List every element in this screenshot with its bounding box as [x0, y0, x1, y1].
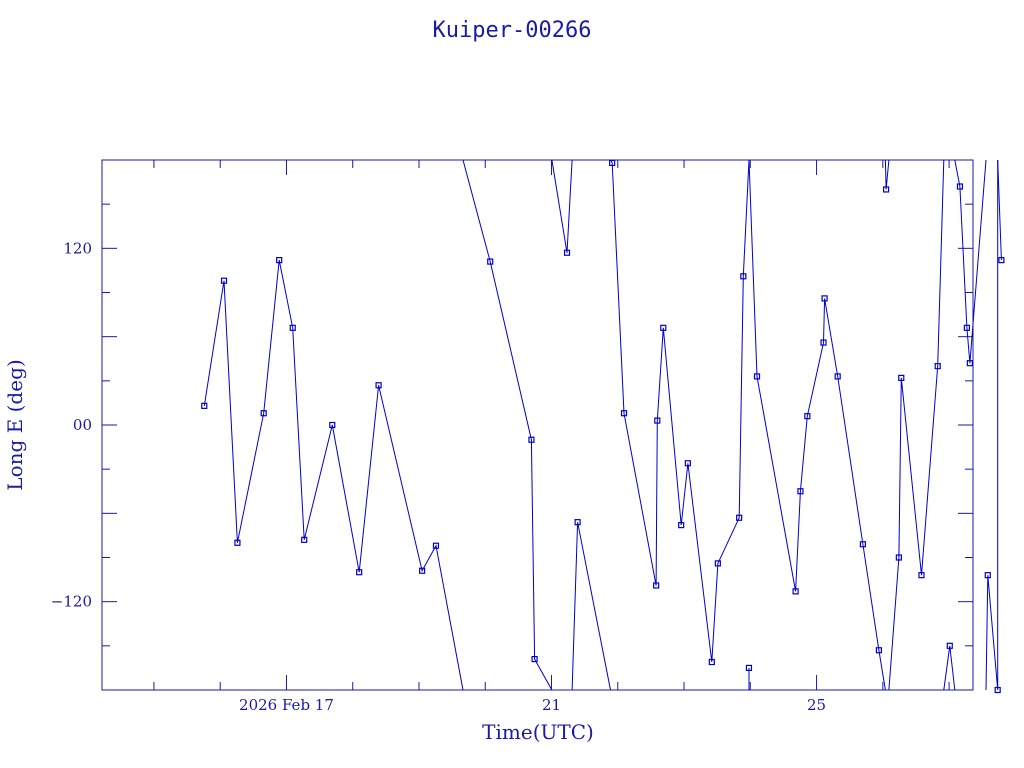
data-point-marker: [574, 519, 581, 526]
data-point-marker: [375, 382, 382, 389]
data-point-marker: [201, 402, 208, 409]
axis-tick-labels: −120 00 120 2026 Feb 17 21 25: [51, 239, 826, 714]
data-point-marker: [329, 421, 336, 429]
data-point-marker: [563, 249, 571, 256]
data-point-marker: [276, 257, 283, 264]
data-point-marker: [963, 324, 970, 331]
data-point-marker: [432, 542, 440, 549]
series-line-segment: [997, 159, 1002, 261]
data-point-marker: [620, 410, 628, 417]
data-point-marker: [934, 363, 941, 370]
y-tick-label: 120: [63, 239, 92, 257]
chart-title: Kuiper-00266: [433, 18, 592, 43]
axis-ticks: [102, 159, 973, 691]
data-point-marker: [528, 436, 535, 443]
data-point-marker: [994, 686, 1001, 694]
series-line-segment: [954, 159, 987, 364]
data-point-marker: [821, 295, 828, 302]
data-point-marker: [220, 277, 228, 284]
data-point-marker: [859, 541, 866, 548]
data-point-marker: [356, 569, 363, 576]
data-point-marker: [531, 655, 538, 663]
data-point-marker: [875, 647, 883, 654]
data-point-marker: [898, 374, 905, 381]
data-point-marker: [946, 642, 953, 649]
series-line-segment: [884, 159, 890, 190]
data-point-marker: [609, 159, 616, 167]
data-point-marker: [753, 373, 761, 380]
x-axis-label: Time(UTC): [482, 720, 594, 744]
series-line-segment: [985, 160, 999, 691]
data-point-marker: [984, 572, 991, 579]
data-point-marker: [918, 572, 925, 579]
data-point-marker: [740, 273, 747, 280]
x-tick-label: 2026 Feb 17: [239, 696, 334, 714]
data-point-marker: [966, 360, 973, 367]
data-point-marker: [708, 658, 715, 666]
data-point-marker: [895, 554, 902, 561]
data-point-marker: [797, 488, 804, 495]
series-layer: [201, 159, 1005, 694]
series-line-segment: [943, 645, 956, 691]
series-line-segment: [462, 159, 553, 691]
y-tick-label: 00: [73, 416, 92, 434]
x-tick-label: 25: [807, 696, 826, 714]
series-line-segment: [203, 260, 464, 691]
data-point-marker: [487, 258, 494, 265]
plot-frame: [101, 159, 974, 691]
y-axis-label: Long E (deg): [3, 359, 27, 490]
data-point-marker: [678, 522, 685, 529]
data-point-marker: [745, 664, 753, 672]
data-point-marker: [660, 324, 667, 331]
data-point-marker: [792, 588, 799, 595]
series-line-segment: [610, 159, 750, 663]
data-point-marker: [998, 257, 1005, 264]
data-point-marker: [260, 410, 267, 417]
series-line-segment: [888, 159, 945, 691]
data-point-marker: [301, 536, 308, 543]
data-point-marker: [956, 183, 964, 190]
data-point-marker: [654, 417, 661, 424]
data-point-marker: [804, 413, 811, 420]
y-tick-label: −120: [51, 593, 92, 611]
data-point-marker: [419, 567, 426, 574]
series-line-segment: [748, 159, 886, 691]
data-point-marker: [684, 460, 691, 467]
data-point-marker: [820, 339, 827, 346]
data-point-marker: [834, 373, 841, 380]
series-line-segment: [551, 159, 573, 253]
data-point-marker: [289, 324, 296, 331]
data-point-marker: [234, 539, 241, 546]
data-point-marker: [714, 560, 721, 567]
series-line-segment: [571, 522, 611, 691]
x-tick-label: 21: [542, 696, 561, 714]
data-point-marker: [653, 582, 660, 589]
data-point-marker: [883, 186, 890, 193]
data-point-marker: [736, 514, 743, 521]
